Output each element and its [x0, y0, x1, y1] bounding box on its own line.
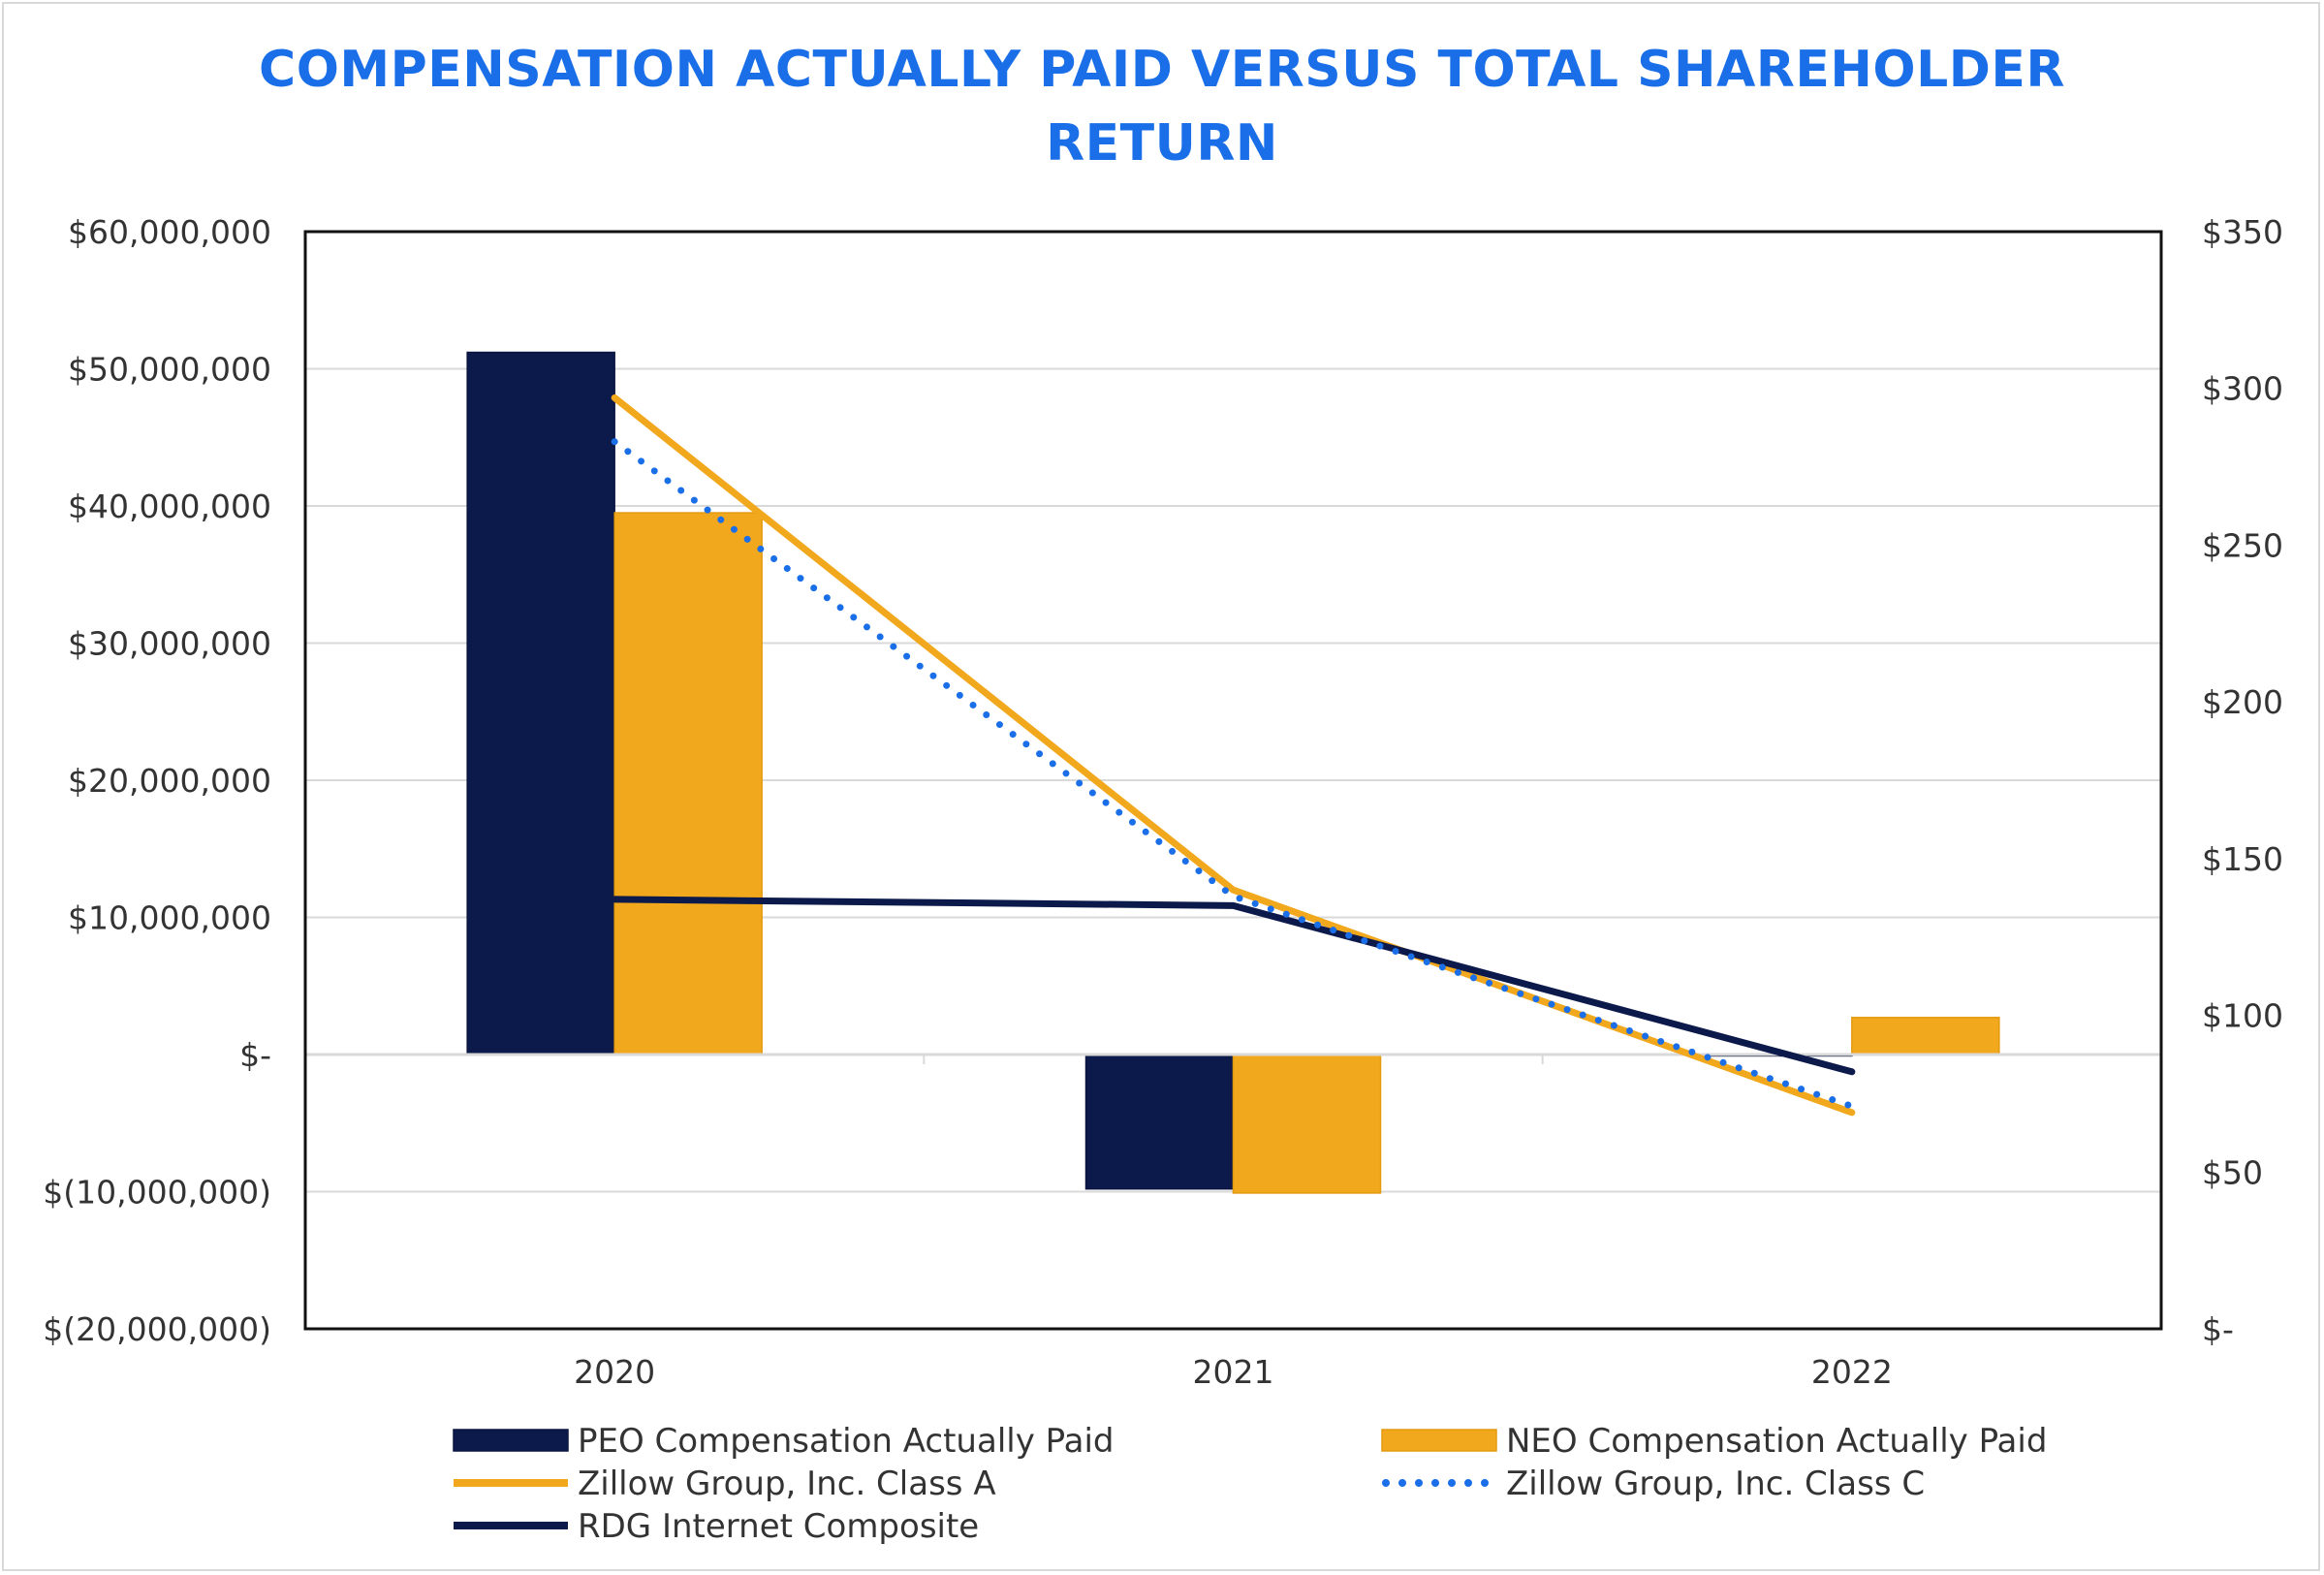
- left-tick-label: $-: [239, 1036, 271, 1074]
- right-tick-label: $150: [2202, 840, 2283, 878]
- legend: PEO Compensation Actually Paid NEO Compen…: [453, 1422, 2047, 1546]
- right-tick-label: $250: [2202, 526, 2283, 564]
- left-tick-label: $50,000,000: [68, 351, 271, 389]
- legend-label-rdg-internet-composite: RDG Internet Composite: [578, 1507, 979, 1546]
- legend-swatch-peo-compensation-actually-paid: [453, 1429, 569, 1452]
- left-tick-label: $30,000,000: [68, 625, 271, 663]
- left-tick-label: $10,000,000: [68, 899, 271, 937]
- bar-peo-compensation-actually-paid-2020: [466, 351, 615, 1055]
- left-tick-label: $(20,000,000): [43, 1310, 271, 1348]
- legend-label-zillow-group-inc-class-a: Zillow Group, Inc. Class A: [578, 1465, 996, 1503]
- legend-swatch-neo-compensation-actually-paid: [1381, 1429, 1497, 1452]
- right-axis-ticks: $350 $300 $250 $200 $150 $100 $50 $-: [2202, 213, 2283, 1348]
- left-tick-label: $(10,000,000): [43, 1174, 271, 1212]
- right-tick-label: $300: [2202, 370, 2283, 408]
- line-rdg-internet-composite: [611, 896, 1856, 1076]
- right-tick-label: $100: [2202, 997, 2283, 1035]
- right-tick-label: $-: [2202, 1310, 2234, 1348]
- bar-peo-compensation-actually-paid-2021: [1084, 1054, 1235, 1190]
- right-tick-label: $350: [2202, 213, 2283, 251]
- left-tick-label: $60,000,000: [68, 213, 271, 251]
- left-axis-ticks: $60,000,000 $50,000,000 $40,000,000 $30,000…: [43, 213, 271, 1348]
- right-tick-label: $50: [2202, 1153, 2263, 1191]
- chart-title: COMPENSATION ACTUALLY PAID VERSUS TOTAL …: [0, 33, 2324, 180]
- x-tick-label: 2020: [574, 1353, 655, 1391]
- right-tick-label: $200: [2202, 683, 2283, 721]
- series-lines: [611, 394, 1856, 1117]
- x-tick-label: 2022: [1811, 1353, 1893, 1391]
- x-tick-label: 2021: [1193, 1353, 1274, 1391]
- bar-neo-compensation-actually-paid-2020: [613, 512, 763, 1055]
- x-axis-ticks: 2020 2021 2022: [574, 1353, 1893, 1391]
- legend-label-zillow-group-inc-class-c: Zillow Group, Inc. Class C: [1506, 1465, 1925, 1503]
- left-tick-label: $40,000,000: [68, 488, 271, 525]
- legend-label-peo-compensation-actually-paid: PEO Compensation Actually Paid: [578, 1422, 1114, 1461]
- bar-neo-compensation-actually-paid-2022: [1851, 1017, 2000, 1055]
- left-tick-label: $20,000,000: [68, 762, 271, 800]
- line-zillow-group-inc-class-c: [611, 438, 1856, 1110]
- zero-axis: [305, 1053, 2161, 1064]
- bars: [466, 351, 2000, 1194]
- chart-title-line-2: RETURN: [1046, 114, 1278, 173]
- legend-label-neo-compensation-actually-paid: NEO Compensation Actually Paid: [1506, 1422, 2047, 1461]
- plot-border: [303, 230, 2163, 1331]
- chart-title-line-1: COMPENSATION ACTUALLY PAID VERSUS TOTAL …: [259, 41, 2065, 99]
- bar-neo-compensation-actually-paid-2021: [1232, 1054, 1382, 1194]
